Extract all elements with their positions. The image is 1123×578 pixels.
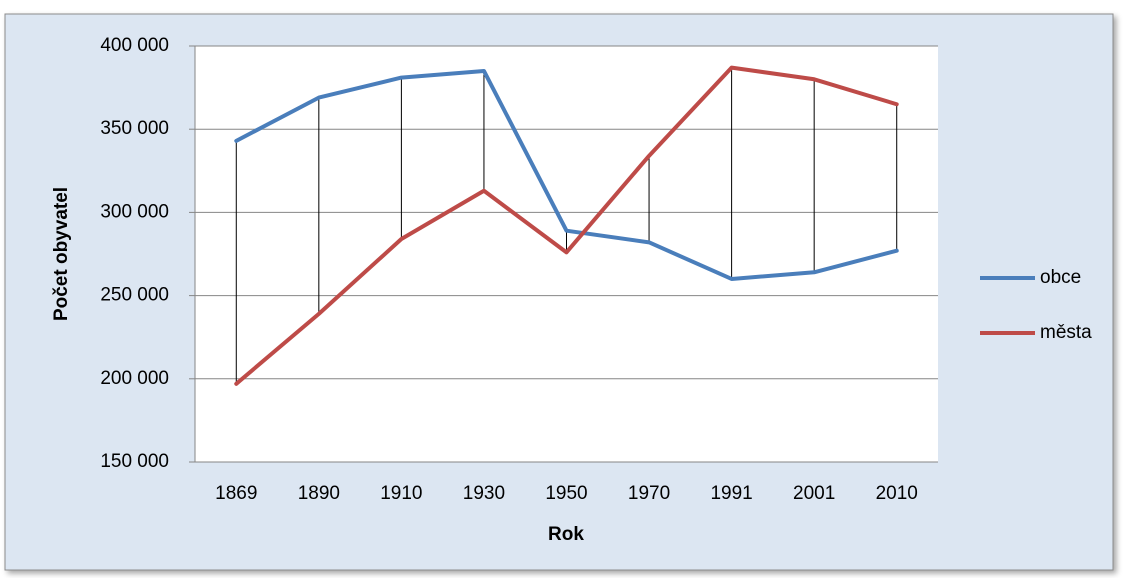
x-tick-label: 1890: [298, 483, 340, 504]
x-tick-label: 1869: [215, 483, 257, 504]
y-tick-label: 250 000: [100, 285, 169, 306]
x-tick-label: 1950: [545, 483, 587, 504]
y-tick-label: 300 000: [100, 201, 169, 222]
legend-label: města: [1040, 322, 1092, 343]
x-tick-label: 2001: [793, 483, 835, 504]
x-axis-title: Rok: [548, 524, 584, 545]
legend-label: obce: [1040, 267, 1081, 288]
x-tick-label: 1991: [710, 483, 752, 504]
y-tick-label: 200 000: [100, 368, 169, 389]
y-tick-label: 350 000: [100, 118, 169, 139]
x-tick-label: 2010: [876, 483, 918, 504]
y-tick-label: 400 000: [100, 35, 169, 56]
y-tick-label: 150 000: [100, 451, 169, 472]
x-tick-label: 1910: [380, 483, 422, 504]
x-tick-label: 1930: [463, 483, 505, 504]
series-line: [234, 65, 899, 386]
series-line: [234, 68, 899, 281]
y-axis-title: Počet obyvatel: [51, 187, 72, 321]
x-tick-label: 1970: [628, 483, 670, 504]
